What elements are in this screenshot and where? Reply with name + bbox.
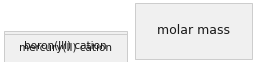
Bar — [4, 31, 127, 59]
Text: mercury(II) cation: mercury(II) cation — [19, 43, 112, 53]
Bar — [4, 34, 127, 62]
Bar — [135, 3, 252, 59]
Text: molar mass: molar mass — [157, 24, 230, 38]
Text: boron(III) cation: boron(III) cation — [24, 40, 107, 50]
